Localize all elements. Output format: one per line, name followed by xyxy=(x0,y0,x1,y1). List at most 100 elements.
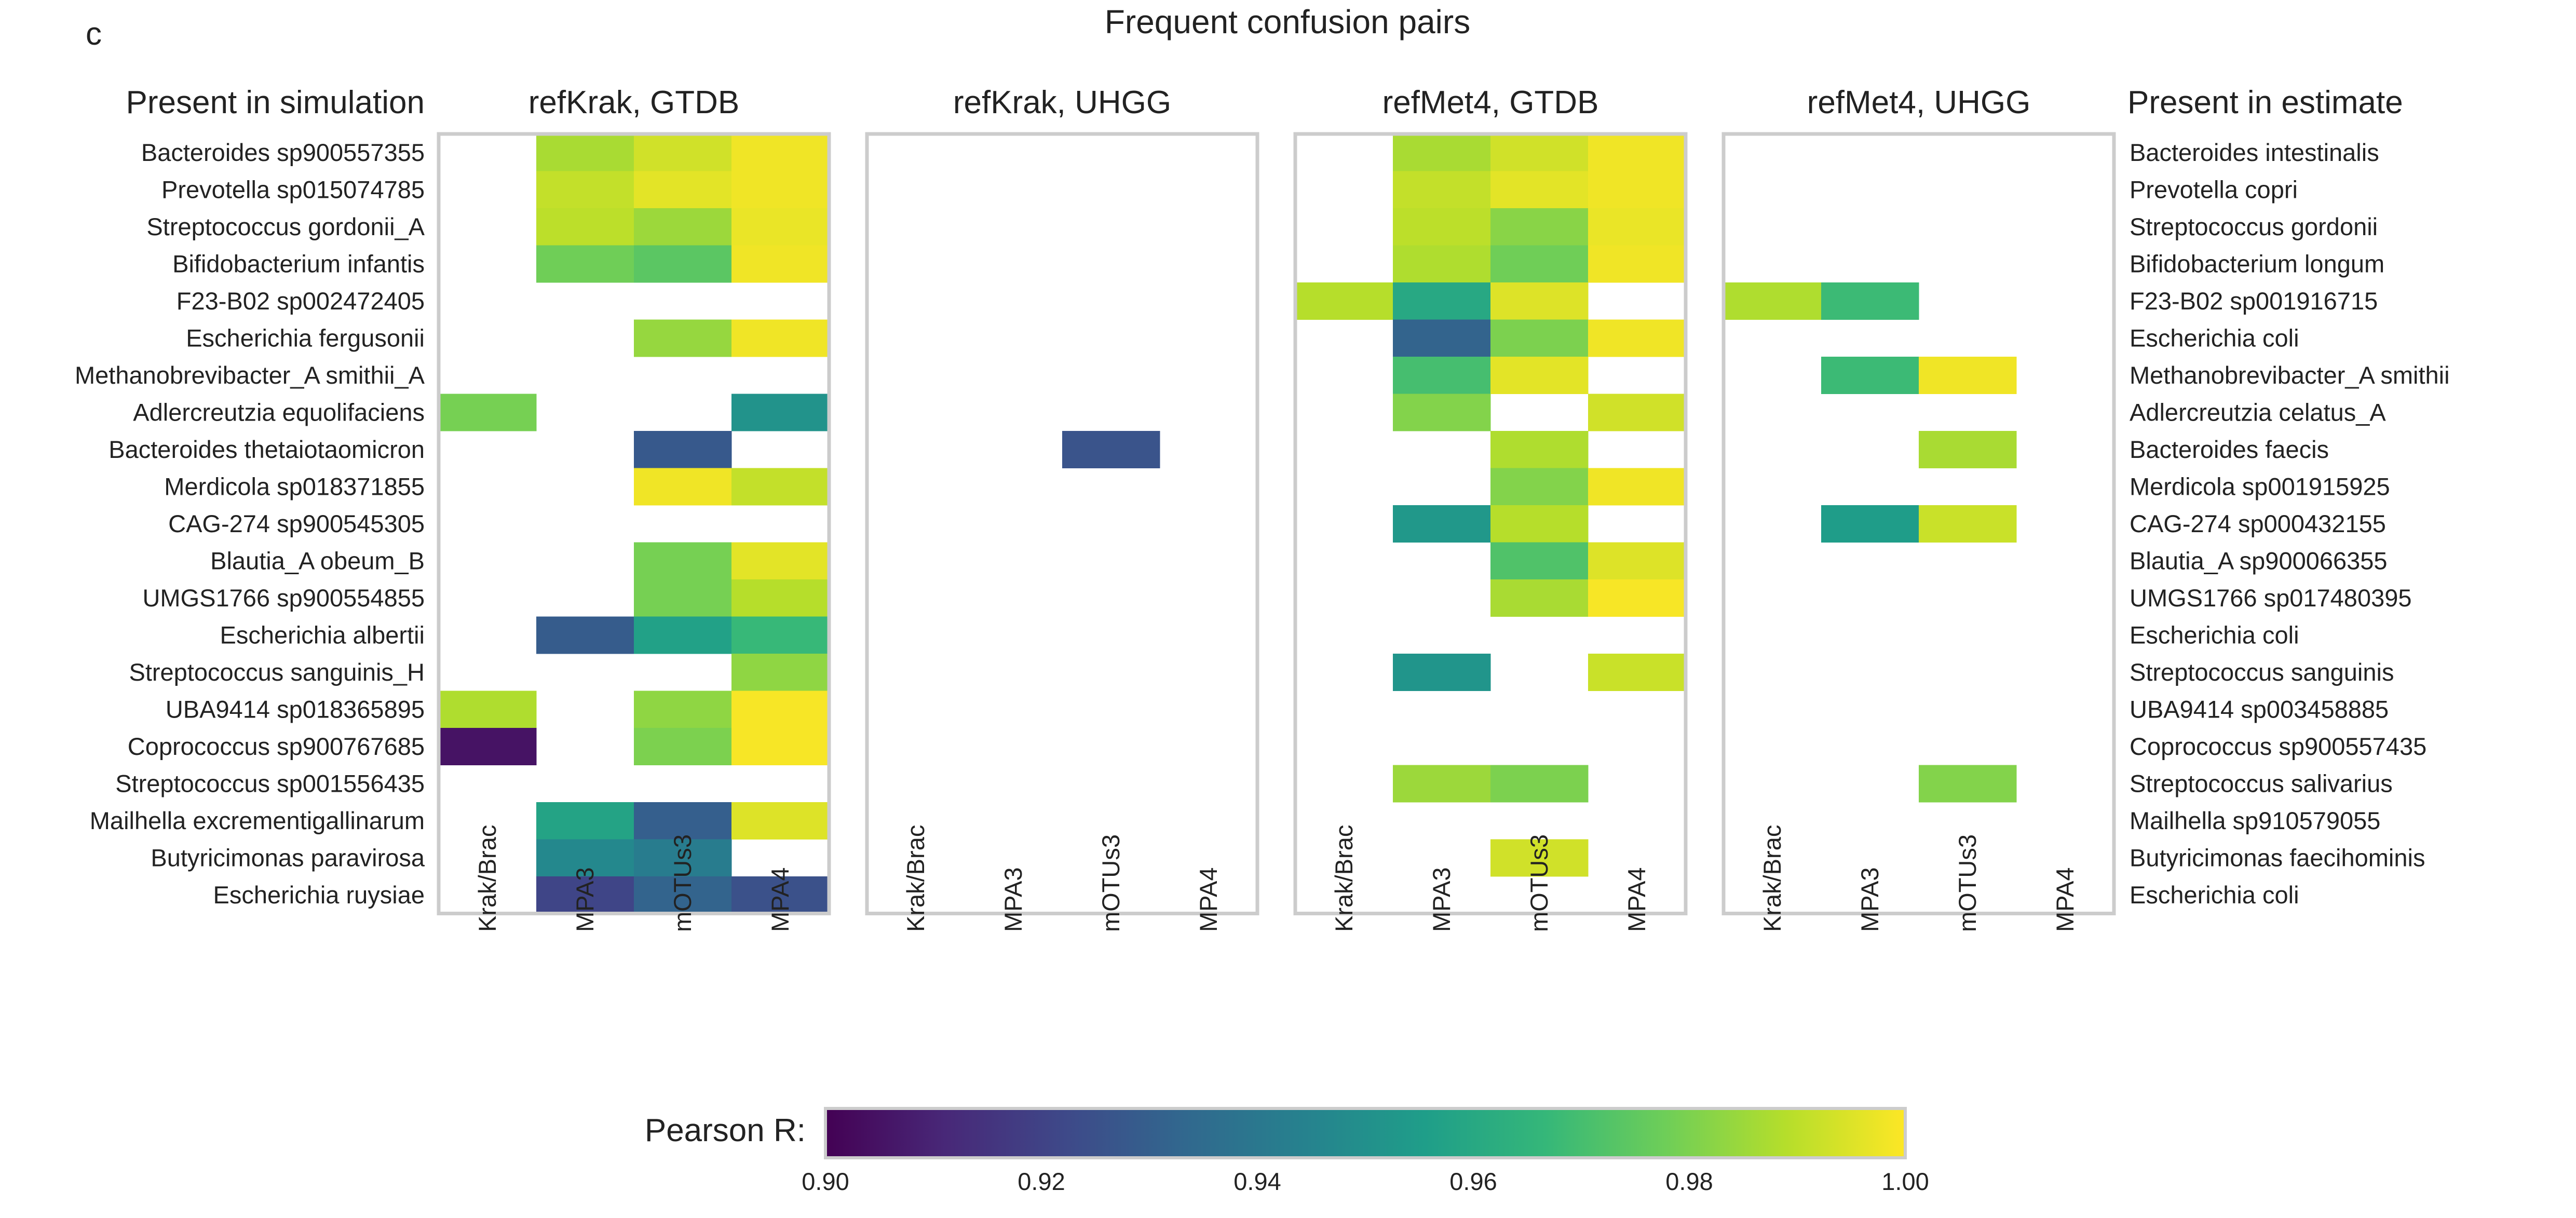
colorbar-label: Pearson R: xyxy=(645,1113,806,1148)
simulation-row-label: Blautia_A obeum_B xyxy=(210,547,425,574)
estimate-row-label: UBA9414 sp003458885 xyxy=(2130,695,2389,723)
estimate-row-label: Adlercreutzia celatus_A xyxy=(2130,398,2386,426)
heatmap-cell xyxy=(1490,282,1589,320)
heatmap-cell xyxy=(1393,134,1491,171)
colorbar: Pearson R: 0.90 0.92 0.94 0.96 0.98 1.00 xyxy=(645,1107,1929,1195)
right-header: Present in estimate xyxy=(2127,85,2403,120)
simulation-row-label: Streptococcus sp001556435 xyxy=(115,769,425,797)
heatmap-cell xyxy=(731,654,830,691)
heatmap-cell xyxy=(731,208,830,246)
figure-title: Frequent confusion pairs xyxy=(1105,3,1470,40)
heatmap-cell xyxy=(634,876,732,914)
x-tick-label: Krak/Brac xyxy=(1758,825,1786,932)
simulation-row-label: Butyricimonas paravirosa xyxy=(151,844,425,871)
heatmap-cell xyxy=(634,542,732,580)
heatmap-cell xyxy=(634,728,732,765)
estimate-row-label: Streptococcus salivarius xyxy=(2130,769,2393,797)
estimate-row-label: Bifidobacterium longum xyxy=(2130,250,2384,277)
heatmap-cell xyxy=(439,394,537,431)
heatmap-panel: refKrak, UHGG Krak/Brac MPA3 mOTUs3 MPA4 xyxy=(865,85,1259,932)
heatmap-cell xyxy=(634,579,732,617)
heatmap-cell xyxy=(1588,245,1686,283)
x-tick-label: MPA3 xyxy=(999,868,1027,932)
x-tick-label: MPA3 xyxy=(571,868,599,932)
estimate-row-label: Methanobrevibacter_A smithii xyxy=(2130,361,2450,389)
simulation-row-label: Bacteroides sp900557355 xyxy=(141,139,425,166)
simulation-row-label: Escherichia fergusonii xyxy=(186,324,425,351)
estimate-row-labels: Bacteroides intestinalis Prevotella copri… xyxy=(2130,139,2450,909)
heatmap-cell xyxy=(536,134,634,171)
estimate-row-label: CAG-274 sp000432155 xyxy=(2130,510,2386,537)
heatmap-cell xyxy=(634,839,732,877)
heatmap-panel: refMet4, GTDB Krak/Brac MPA3 mOTUs3 MPA4 xyxy=(1293,85,1688,932)
simulation-row-label: Merdicola sp018371855 xyxy=(164,472,425,500)
estimate-row-label: Mailhella sp910579055 xyxy=(2130,807,2380,834)
heatmap-panel: refMet4, UHGG Krak/Brac MPA3 mOTUs3 MPA4 xyxy=(1721,85,2116,932)
simulation-row-label: UMGS1766 sp900554855 xyxy=(142,584,425,612)
heatmap-cell xyxy=(1588,319,1686,357)
heatmap-cell xyxy=(536,245,634,283)
heatmap-cell xyxy=(1490,542,1589,580)
heatmap-cell xyxy=(634,431,732,468)
heatmap-cell xyxy=(1490,171,1589,209)
heatmap-cell xyxy=(731,245,830,283)
panel-letter: c xyxy=(86,16,102,52)
estimate-row-label: Bacteroides faecis xyxy=(2130,436,2329,463)
heatmap-cell xyxy=(439,728,537,765)
simulation-row-label: CAG-274 sp900545305 xyxy=(168,510,425,537)
heatmap-cell xyxy=(536,616,634,654)
colorbar-tick-label: 0.94 xyxy=(1233,1168,1281,1195)
heatmap-cell xyxy=(1393,245,1491,283)
x-tick-label: Krak/Brac xyxy=(902,825,929,932)
x-tick-label: MPA4 xyxy=(766,868,794,932)
x-tick-label: mOTUs3 xyxy=(1097,834,1124,932)
heatmap-cell xyxy=(731,134,830,171)
heatmap-cell xyxy=(731,394,830,431)
heatmap-cell xyxy=(731,171,830,209)
heatmap-cell xyxy=(1919,765,2017,803)
colorbar-ticks: 0.90 0.92 0.94 0.96 0.98 1.00 xyxy=(802,1168,1929,1195)
panel-frame xyxy=(1721,132,2116,915)
panel-frame xyxy=(1293,132,1688,915)
heatmap-cell xyxy=(1919,357,2017,394)
x-tick-label: MPA4 xyxy=(1195,868,1222,932)
simulation-row-labels: Bacteroides sp900557355 Prevotella sp0150… xyxy=(75,139,425,909)
estimate-row-label: F23-B02 sp001916715 xyxy=(2130,287,2378,315)
heatmap-cell xyxy=(1393,394,1491,431)
heatmap-cell xyxy=(1588,579,1686,617)
heatmap-cell xyxy=(1393,282,1491,320)
heatmap-cell xyxy=(1588,134,1686,171)
heatmap-cell xyxy=(731,802,830,840)
heatmap-cell xyxy=(1393,319,1491,357)
colorbar-tick-label: 0.96 xyxy=(1449,1168,1497,1195)
heatmap-cell xyxy=(439,691,537,728)
heatmap-cell xyxy=(1393,171,1491,209)
heatmap-cell xyxy=(1588,394,1686,431)
simulation-row-label: Streptococcus sanguinis_H xyxy=(129,658,425,686)
simulation-row-label: Prevotella sp015074785 xyxy=(161,175,425,203)
x-tick-label: MPA3 xyxy=(1856,868,1883,932)
heatmap-cell xyxy=(1588,171,1686,209)
heatmap-cell xyxy=(731,616,830,654)
colorbar-tick-label: 0.98 xyxy=(1665,1168,1713,1195)
estimate-row-label: Streptococcus gordonii xyxy=(2130,213,2378,240)
estimate-row-label: UMGS1766 sp017480395 xyxy=(2130,584,2412,612)
estimate-row-label: Escherichia coli xyxy=(2130,324,2299,351)
heatmap-cell xyxy=(536,876,634,914)
estimate-row-label: Blautia_A sp900066355 xyxy=(2130,547,2388,574)
heatmap-cell xyxy=(731,691,830,728)
heatmap-cell xyxy=(1295,282,1393,320)
simulation-row-label: Escherichia albertii xyxy=(220,621,425,648)
panel-title: refMet4, UHGG xyxy=(1807,85,2031,120)
simulation-row-label: Coprococcus sp900767685 xyxy=(128,733,425,760)
heatmap-cell xyxy=(1393,357,1491,394)
heatmap-cell xyxy=(1393,505,1491,543)
heatmap-cell xyxy=(731,542,830,580)
panel-title: refKrak, GTDB xyxy=(528,85,740,120)
heatmap-cell xyxy=(634,802,732,840)
heatmap-cell xyxy=(1919,431,2017,468)
x-tick-label: MPA4 xyxy=(1623,868,1650,932)
heatmap-cell xyxy=(634,468,732,506)
heatmap-cell xyxy=(634,134,732,171)
heatmap-panel: refKrak, GTDB Krak/Brac MPA3 mOTUs3 MPA4 xyxy=(437,85,831,932)
